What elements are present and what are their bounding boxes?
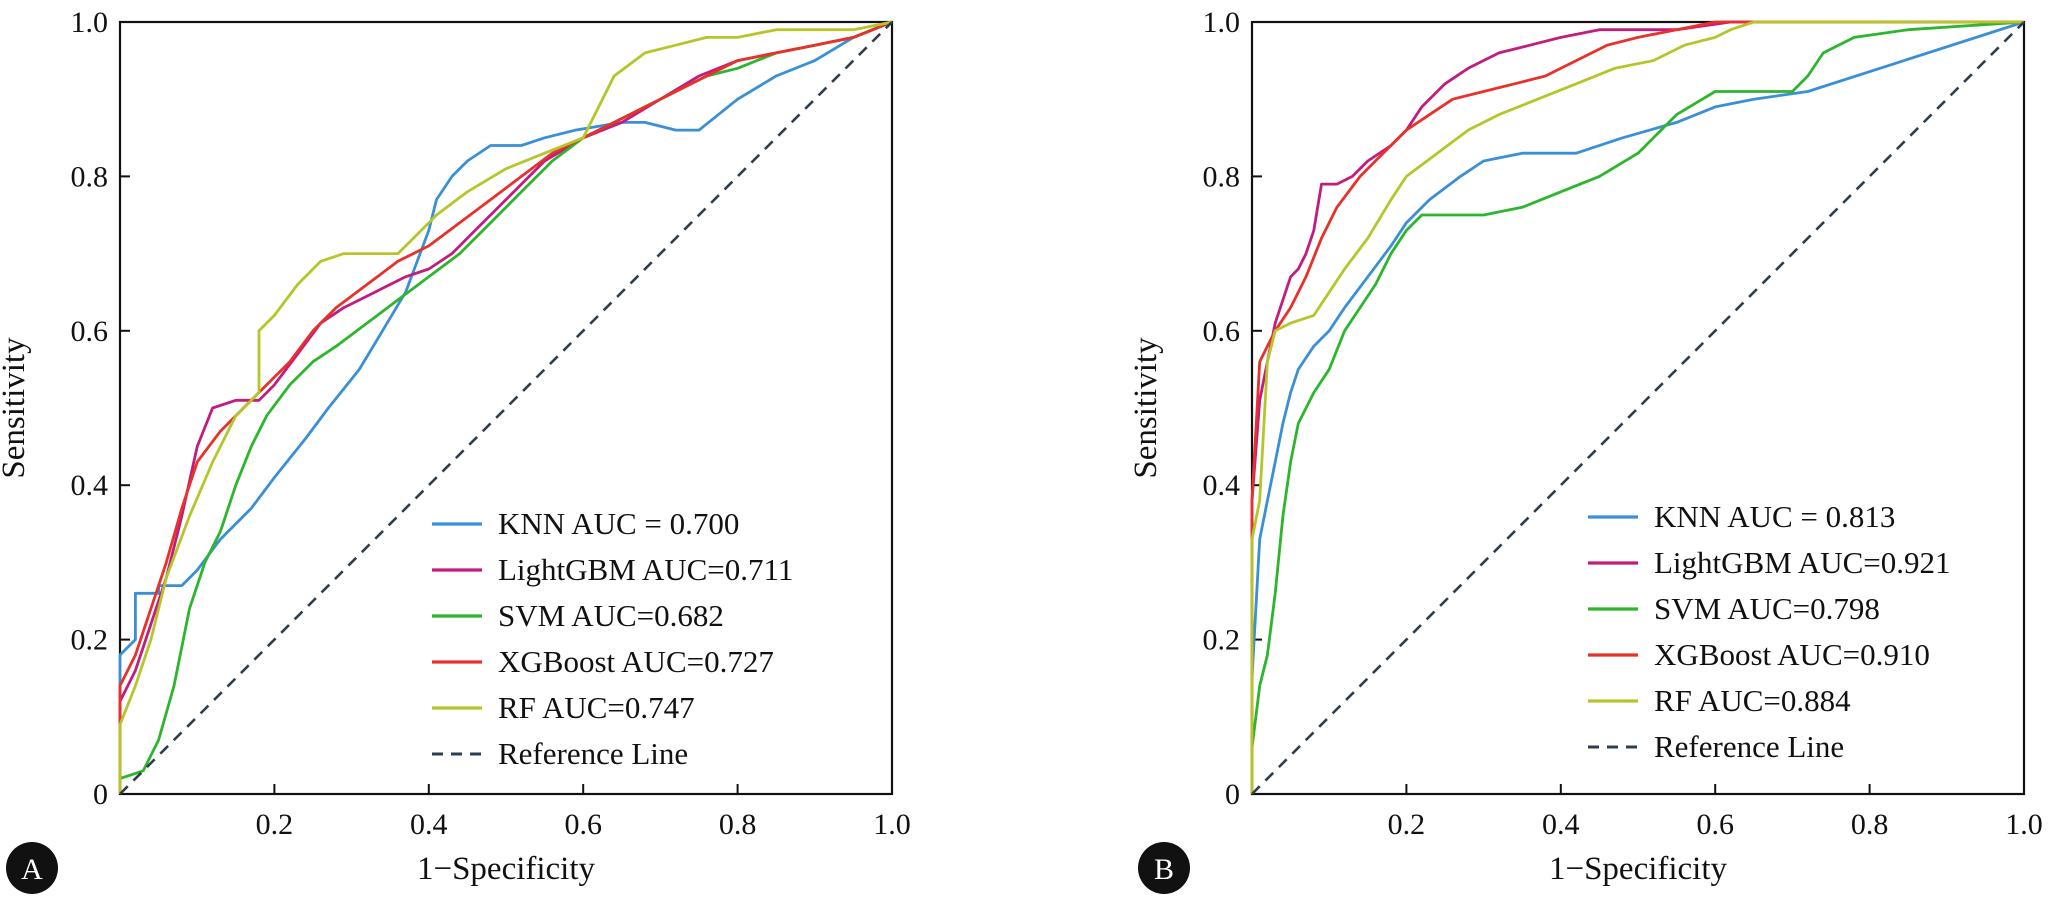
panel-a-y-tick-label: 0.8	[71, 160, 109, 193]
panel-b-series-line-1	[1250, 20, 2024, 794]
panel-b-y-tick-label: 0.2	[1203, 624, 1241, 657]
panel-a-badge-label: A	[21, 853, 43, 886]
panel-b-x-tick-label: 0.6	[1696, 808, 1734, 841]
panel-a-series-line-5	[119, 21, 893, 795]
panel-b-badge	[1138, 842, 1190, 894]
panel-a-legend-label: XGBoost AUC=0.727	[498, 644, 774, 679]
panel-a-x-tick-label: 0.8	[719, 808, 757, 841]
panel-a-series-line-3	[118, 20, 893, 794]
panel-b-legend-label: LightGBM AUC=0.921	[1654, 545, 1951, 580]
panel-b-badge-label: B	[1154, 853, 1174, 886]
roc-panel-b: B 0.2 0.4 0.6 0.8 1.0 0 0.2 0.4 0.6 0.8 1.0 1−Speci…	[1128, 6, 2043, 894]
panel-b-legend-label: KNN AUC = 0.813	[1654, 499, 1895, 534]
panel-a-y-tick-label: 0.6	[71, 315, 109, 348]
panel-a-plot-frame	[118, 20, 894, 796]
panel-b-y-tick-label: 0.4	[1203, 469, 1241, 502]
panel-a-x-tick-label: 0.4	[410, 808, 448, 841]
panel-b-y-tick-label: 1.0	[1203, 6, 1241, 39]
panel-a-x-tick-label: 0.6	[564, 808, 602, 841]
panel-a-y-tick-label: 0.2	[71, 624, 109, 657]
panel-a-legend-label: Reference Line	[498, 736, 688, 771]
panel-b-y-tick-label: 0	[1225, 778, 1240, 811]
panel-a-series-line-0	[118, 20, 893, 794]
panel-b-series-line-0	[1250, 20, 2025, 794]
panel-b-legend-label: XGBoost AUC=0.910	[1654, 637, 1930, 672]
panel-a-legend-label: SVM AUC=0.682	[498, 598, 724, 633]
panel-b-plot-frame	[1250, 20, 2026, 796]
panel-b-series-line-3	[1250, 20, 2024, 794]
panel-a-series-line-4	[118, 20, 893, 794]
panel-a-legend-label: KNN AUC = 0.700	[498, 506, 739, 541]
panel-b-x-tick-label: 0.4	[1542, 808, 1580, 841]
panel-a-y-tick-label: 0	[93, 778, 108, 811]
roc-panel-a: A 0.2 0.4 0.6 0.8 1.0 0 0.2 0.4 0.6 0.8 1.0 1−Speci…	[0, 6, 911, 894]
panel-a-x-axis-label: 1−Specificity	[417, 851, 596, 887]
panel-b-series-line-2	[1250, 20, 2025, 794]
panel-b-y-tick-label: 0.8	[1203, 160, 1241, 193]
panel-b-series-line-4	[1250, 20, 2024, 794]
panel-b-legend-label: RF AUC=0.884	[1654, 683, 1851, 718]
panel-b-legend-label: Reference Line	[1654, 729, 1844, 764]
panel-a-legend-label: RF AUC=0.747	[498, 690, 695, 725]
panel-b-legend-label: SVM AUC=0.798	[1654, 591, 1880, 626]
panel-b-y-tick-label: 0.6	[1203, 315, 1241, 348]
panel-b-x-tick-label: 1.0	[2005, 808, 2043, 841]
panel-b-series-line-5	[1251, 21, 2025, 795]
panel-b-x-axis-label: 1−Specificity	[1549, 851, 1728, 887]
panel-a-x-tick-label: 1.0	[873, 808, 911, 841]
panel-a-y-tick-label: 0.4	[71, 469, 109, 502]
panel-a-legend-label: LightGBM AUC=0.711	[498, 552, 793, 587]
panel-a-badge	[6, 842, 58, 894]
panel-b-y-axis-label: Sensitivity	[1128, 337, 1164, 479]
panel-b-x-tick-label: 0.8	[1851, 808, 1889, 841]
panel-a-series-line-1	[118, 20, 893, 794]
panel-b-x-tick-label: 0.2	[1388, 808, 1426, 841]
panel-a-x-tick-label: 0.2	[256, 808, 294, 841]
panel-a-y-axis-label: Sensitivity	[0, 337, 32, 479]
panel-a-y-tick-label: 1.0	[71, 6, 109, 39]
